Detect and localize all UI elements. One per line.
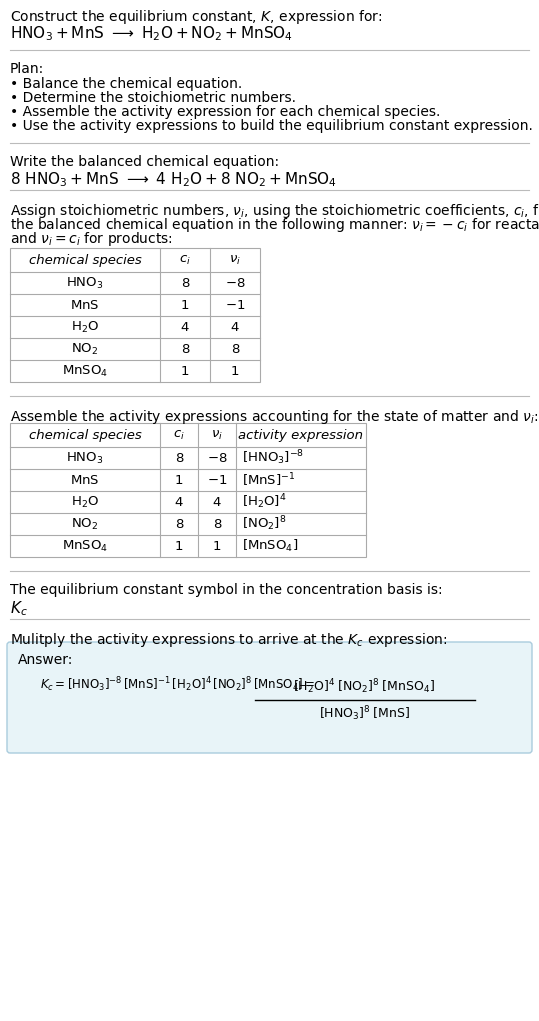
Text: The equilibrium constant symbol in the concentration basis is:: The equilibrium constant symbol in the c… [10,583,443,597]
Text: 1: 1 [181,298,189,311]
Text: Plan:: Plan: [10,62,44,76]
Text: 1: 1 [175,539,183,552]
Text: 4: 4 [213,495,221,508]
Text: Answer:: Answer: [18,653,73,667]
Text: $\mathrm{H_2O}$: $\mathrm{H_2O}$ [71,320,99,335]
Text: activity expression: activity expression [238,429,363,441]
Bar [10,248,260,382]
Text: $\mathrm{NO_2}$: $\mathrm{NO_2}$ [71,341,99,356]
Text: $[\mathrm{NO_2}]^{8}$: $[\mathrm{NO_2}]^{8}$ [242,515,286,533]
Text: $-1$: $-1$ [225,298,245,311]
Text: • Balance the chemical equation.: • Balance the chemical equation. [10,77,242,91]
Text: • Assemble the activity expression for each chemical species.: • Assemble the activity expression for e… [10,105,440,119]
Text: 1: 1 [175,474,183,486]
Text: $[\mathrm{H_2O}]^{4}$: $[\mathrm{H_2O}]^{4}$ [242,493,287,512]
Text: 8: 8 [181,342,189,355]
Text: chemical species: chemical species [29,429,141,441]
Text: 8: 8 [213,518,221,531]
Text: 4: 4 [231,321,239,334]
Text: 1: 1 [213,539,221,552]
Text: 4: 4 [181,321,189,334]
Text: $\mathrm{NO_2}$: $\mathrm{NO_2}$ [71,517,99,532]
Text: chemical species: chemical species [29,253,141,266]
Text: $-8$: $-8$ [225,277,245,290]
Text: 8: 8 [175,518,183,531]
Text: 8: 8 [181,277,189,290]
Text: $-1$: $-1$ [207,474,227,486]
Text: • Use the activity expressions to build the equilibrium constant expression.: • Use the activity expressions to build … [10,119,533,133]
Text: $\mathrm{8\ HNO_3 + MnS \ \longrightarrow \ 4\ H_2O + 8\ NO_2 + MnSO_4}$: $\mathrm{8\ HNO_3 + MnS \ \longrightarro… [10,171,337,189]
Bar [10,423,366,557]
Text: • Determine the stoichiometric numbers.: • Determine the stoichiometric numbers. [10,91,296,105]
Text: 1: 1 [181,364,189,378]
Text: $c_i$: $c_i$ [173,429,185,441]
Text: $c_i$: $c_i$ [179,253,191,266]
Text: $\mathrm{MnSO_4}$: $\mathrm{MnSO_4}$ [62,538,108,553]
FancyBboxPatch shape [7,642,532,753]
Text: $\mathrm{MnSO_4}$: $\mathrm{MnSO_4}$ [62,363,108,379]
Text: $\mathrm{MnS}$: $\mathrm{MnS}$ [70,474,100,486]
Text: $[\mathrm{MnS}]^{-1}$: $[\mathrm{MnS}]^{-1}$ [242,472,295,489]
Text: 1: 1 [231,364,239,378]
Text: $\nu_i$: $\nu_i$ [211,429,223,441]
Text: $\mathrm{HNO_3 + MnS \ \longrightarrow \ H_2O + NO_2 + MnSO_4}$: $\mathrm{HNO_3 + MnS \ \longrightarrow \… [10,25,293,43]
Text: $\mathrm{H_2O}$: $\mathrm{H_2O}$ [71,494,99,509]
Text: Construct the equilibrium constant, $K$, expression for:: Construct the equilibrium constant, $K$,… [10,8,383,26]
Text: Assign stoichiometric numbers, $\nu_i$, using the stoichiometric coefficients, $: Assign stoichiometric numbers, $\nu_i$, … [10,202,539,220]
Text: Write the balanced chemical equation:: Write the balanced chemical equation: [10,155,279,169]
Text: $\mathrm{HNO_3}$: $\mathrm{HNO_3}$ [66,450,104,466]
Text: $\nu_i$: $\nu_i$ [229,253,241,266]
Text: $[\mathrm{MnSO_4}]$: $[\mathrm{MnSO_4}]$ [242,538,299,554]
Text: Assemble the activity expressions accounting for the state of matter and $\nu_i$: Assemble the activity expressions accoun… [10,408,538,426]
Text: $[\mathrm{H_2O}]^4\;[\mathrm{NO_2}]^8\;[\mathrm{MnSO_4}]$: $[\mathrm{H_2O}]^4\;[\mathrm{NO_2}]^8\;[… [293,677,436,696]
Text: $[\mathrm{HNO_3}]^8\;[\mathrm{MnS}]$: $[\mathrm{HNO_3}]^8\;[\mathrm{MnS}]$ [319,704,410,723]
Text: $\mathrm{MnS}$: $\mathrm{MnS}$ [70,298,100,311]
Text: and $\nu_i = c_i$ for products:: and $\nu_i = c_i$ for products: [10,230,173,248]
Text: $-8$: $-8$ [206,451,227,465]
Text: $[\mathrm{HNO_3}]^{-8}$: $[\mathrm{HNO_3}]^{-8}$ [242,448,304,468]
Text: the balanced chemical equation in the following manner: $\nu_i = -c_i$ for react: the balanced chemical equation in the fo… [10,216,539,234]
Text: 8: 8 [175,451,183,465]
Text: 8: 8 [231,342,239,355]
Text: $K_c = [\mathrm{HNO_3}]^{-8}\,[\mathrm{MnS}]^{-1}\,[\mathrm{H_2O}]^{4}\,[\mathrm: $K_c = [\mathrm{HNO_3}]^{-8}\,[\mathrm{M… [40,675,315,693]
Text: $K_c$: $K_c$ [10,599,27,618]
Text: 4: 4 [175,495,183,508]
Text: Mulitply the activity expressions to arrive at the $K_c$ expression:: Mulitply the activity expressions to arr… [10,631,447,649]
Text: $\mathrm{HNO_3}$: $\mathrm{HNO_3}$ [66,276,104,291]
